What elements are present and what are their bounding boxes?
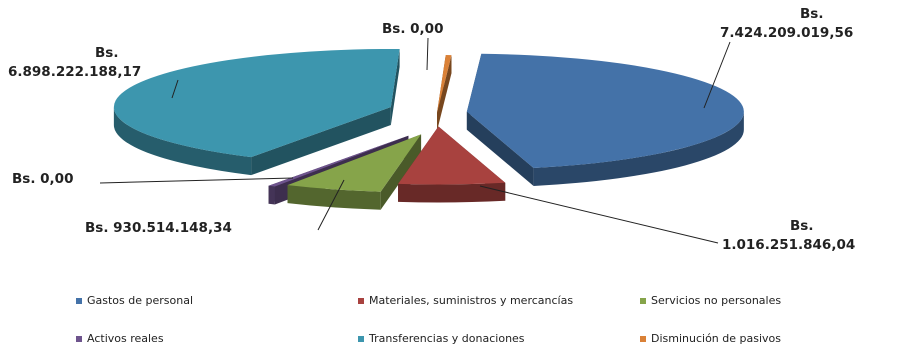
slice-top [437,55,452,113]
legend-item-1: Materiales, suministros y mercancías [358,294,573,307]
legend-swatch [640,336,646,342]
slice-1 [398,126,506,203]
slice-top [466,53,744,169]
legend-label: Disminución de pasivos [651,332,781,345]
leader-line [479,185,719,244]
data-label-0: Bs. 7.424.209.019,56 [703,6,853,109]
data-label-5: Bs. 0,00 [382,21,443,71]
legend-swatch [358,298,364,304]
slice-side [398,182,506,203]
slice-side [113,107,252,176]
data-label-2: Bs. 930.514.148,34 [85,179,345,236]
legend-label: Servicios no personales [651,294,781,307]
legend-item-5: Disminución de pasivos [640,332,781,345]
slice-top [113,49,400,158]
legend-item-2: Servicios no personales [640,294,781,307]
leader-line [703,41,731,109]
legend-label: Transferencias y donaciones [368,332,525,345]
data-labels: Bs.7.424.209.019,56Bs.1.016.251.846,04Bs… [8,6,855,253]
slice-top [287,134,422,192]
slice-cut-face [390,49,400,126]
data-label-4: Bs. 6.898.222.188,17 [8,45,179,99]
leader-line [317,179,345,231]
data-label-3: Bs. 0,00 [12,171,294,187]
data-label-text: Bs. 0,00 [12,171,73,187]
slice-2 [287,134,422,210]
slice-top [398,126,506,185]
slice-cut-face [466,111,534,187]
legend-swatch [640,298,646,304]
leader-line [426,37,429,71]
data-label-1: Bs. 1.016.251.846,04 [479,185,855,253]
legend-item-3: Activos reales [76,332,164,345]
legend-swatch [358,336,364,342]
slice-4 [113,49,400,176]
data-label-text: Bs. [95,45,118,61]
legend-item-4: Transferencias y donaciones [358,332,525,345]
slice-side [268,185,275,205]
leader-line [171,79,179,99]
pie-slices [113,49,744,210]
data-label-value: 7.424.209.019,56 [720,25,853,41]
data-label-value: 6.898.222.188,17 [8,64,141,80]
slice-cut-face [437,55,452,132]
legend-label: Activos reales [87,332,164,345]
legend-item-0: Gastos de personal [76,294,193,307]
leader-line [99,177,294,184]
slice-0 [466,53,744,187]
data-label-text: Bs. [790,218,813,234]
data-label-text: Bs. 930.514.148,34 [85,220,232,236]
data-label-value: 1.016.251.846,04 [722,237,855,253]
slice-side [287,185,381,210]
legend: Gastos de personal Materiales, suministro… [76,294,781,345]
slice-cut-face [251,107,391,176]
legend-label: Gastos de personal [87,294,193,307]
slice-top [268,135,409,187]
data-label-text: Bs. [800,6,823,22]
data-label-text: Bs. 0,00 [382,21,443,37]
slice-5 [437,55,452,132]
legend-swatch [76,336,82,342]
legend-label: Materiales, suministros y mercancías [369,294,573,307]
slice-side [533,111,744,187]
legend-swatch [76,298,82,304]
